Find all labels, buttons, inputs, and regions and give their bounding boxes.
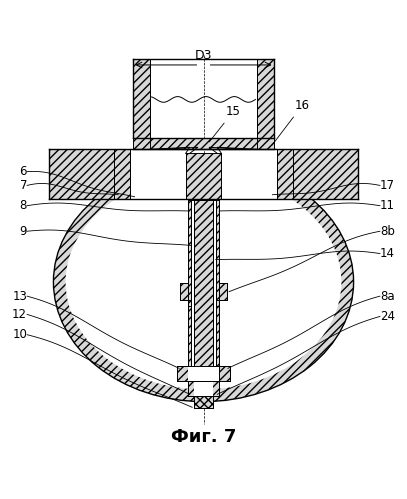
- Polygon shape: [131, 149, 186, 199]
- Text: 8b: 8b: [380, 225, 395, 238]
- Polygon shape: [194, 396, 213, 409]
- Text: 7: 7: [20, 179, 27, 192]
- Bar: [191, 200, 194, 381]
- Text: 6: 6: [20, 165, 27, 178]
- Polygon shape: [293, 149, 358, 199]
- Ellipse shape: [66, 175, 341, 389]
- Polygon shape: [276, 149, 293, 199]
- Bar: [188, 300, 191, 306]
- Text: 10: 10: [12, 328, 27, 341]
- Text: 14: 14: [380, 247, 395, 260]
- Text: 9: 9: [20, 225, 27, 238]
- Text: 8: 8: [20, 199, 27, 212]
- Polygon shape: [133, 59, 149, 138]
- Polygon shape: [219, 283, 227, 300]
- Text: 13: 13: [12, 289, 27, 303]
- Bar: [48, 149, 114, 199]
- Text: 11: 11: [380, 199, 395, 212]
- Text: 24: 24: [380, 310, 395, 323]
- Polygon shape: [114, 149, 131, 199]
- Bar: [194, 381, 213, 396]
- Polygon shape: [180, 283, 188, 300]
- Ellipse shape: [53, 162, 354, 402]
- Text: 16: 16: [272, 99, 310, 145]
- Polygon shape: [216, 200, 219, 381]
- Polygon shape: [188, 200, 191, 381]
- Polygon shape: [221, 149, 276, 199]
- Bar: [228, 149, 358, 199]
- Bar: [188, 366, 219, 381]
- Bar: [213, 200, 216, 381]
- Polygon shape: [258, 59, 274, 138]
- Bar: [216, 300, 219, 306]
- Text: 15: 15: [209, 105, 241, 142]
- Ellipse shape: [68, 179, 339, 385]
- Text: 17: 17: [380, 179, 395, 192]
- Polygon shape: [194, 200, 213, 381]
- Polygon shape: [133, 138, 274, 149]
- Text: 12: 12: [12, 308, 27, 321]
- Bar: [131, 149, 186, 199]
- Polygon shape: [188, 381, 219, 396]
- Polygon shape: [186, 153, 221, 199]
- Text: D3: D3: [195, 49, 212, 62]
- Polygon shape: [194, 396, 213, 409]
- Text: Фиг. 7: Фиг. 7: [171, 428, 236, 446]
- Polygon shape: [49, 149, 114, 199]
- Bar: [221, 149, 276, 199]
- Text: 8a: 8a: [380, 289, 394, 303]
- Polygon shape: [177, 366, 230, 381]
